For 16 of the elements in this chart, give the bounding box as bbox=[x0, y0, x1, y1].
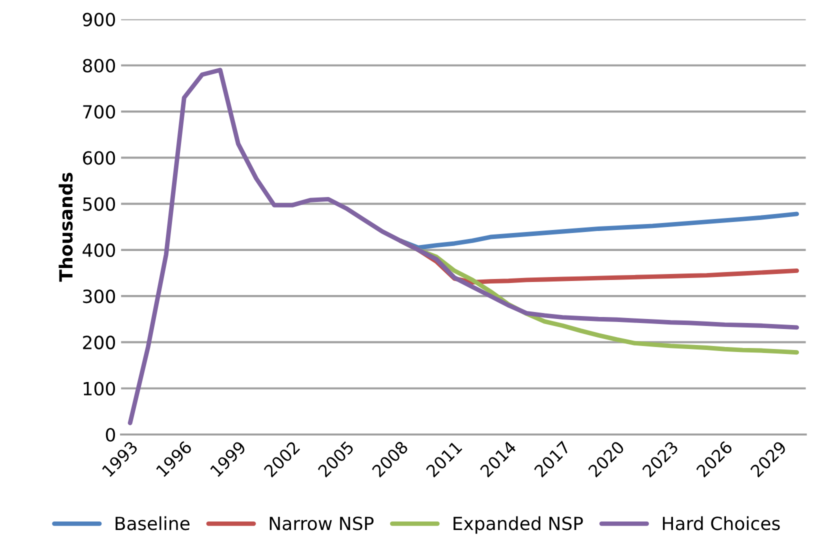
line-series bbox=[128, 68, 799, 426]
y-tick-label: 900 bbox=[82, 12, 116, 26]
y-tick-label: 300 bbox=[83, 290, 116, 304]
y-tick-label: 400 bbox=[82, 243, 116, 258]
y-tick-label: 700 bbox=[83, 104, 116, 119]
y-axis-title: Thousands bbox=[58, 172, 73, 282]
y-tick-label: 200 bbox=[83, 336, 116, 350]
y-tick-label: 0 bbox=[106, 428, 116, 442]
legend-label: Narrow NSP bbox=[270, 516, 374, 530]
y-tick-label: 100 bbox=[84, 382, 116, 396]
y-tick-label: 800 bbox=[82, 58, 116, 73]
y-tick-label: 600 bbox=[83, 151, 116, 165]
y-tick-label: 500 bbox=[83, 197, 116, 211]
legend-label: Baseline bbox=[116, 516, 190, 530]
legend-label: Expanded NSP bbox=[454, 516, 583, 534]
legend-label: Hard Choices bbox=[662, 516, 780, 530]
